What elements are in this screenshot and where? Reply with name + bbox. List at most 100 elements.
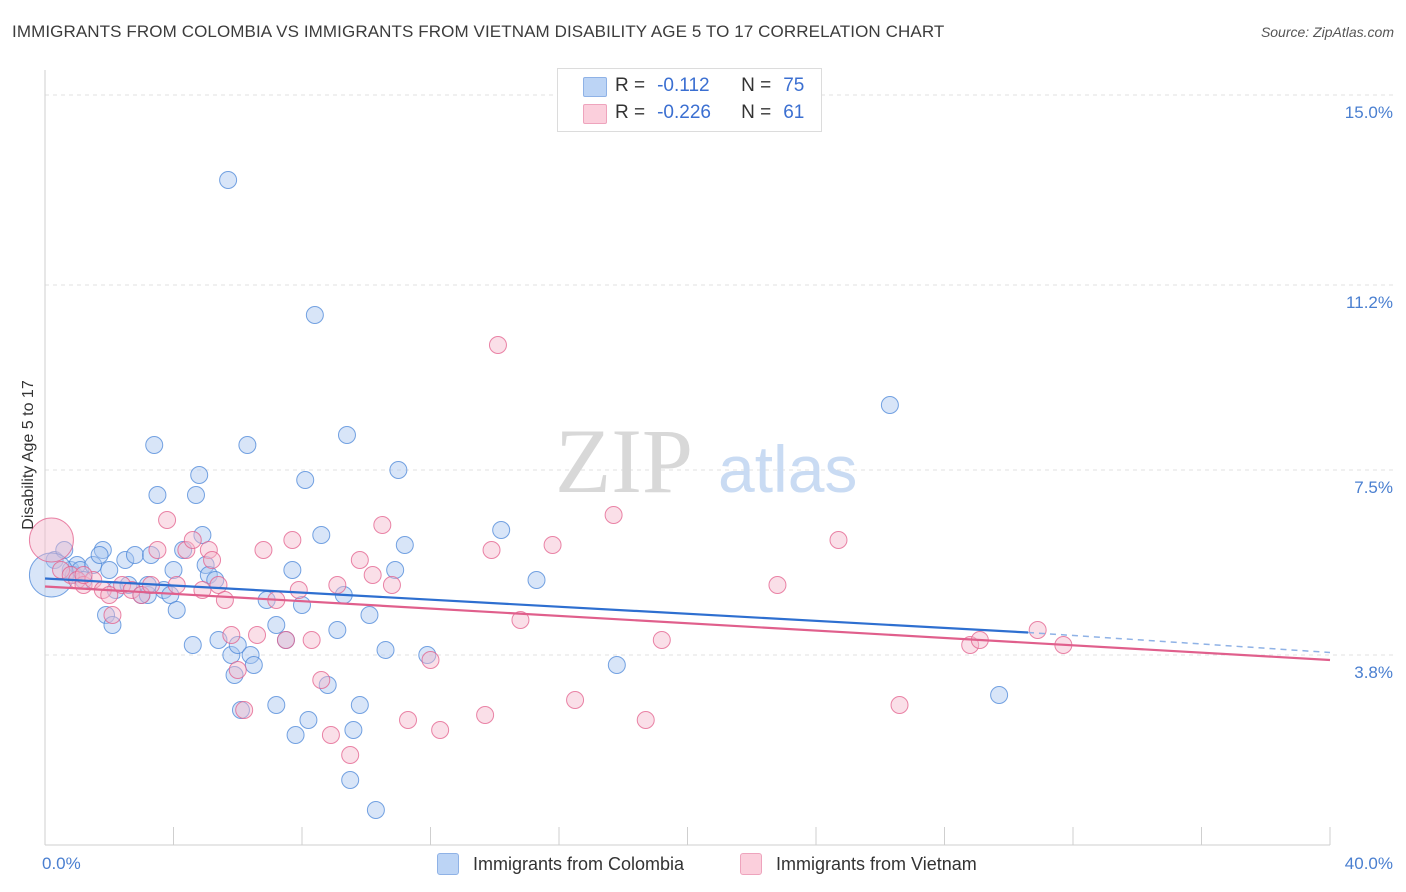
colombia-point — [350, 696, 369, 714]
bottom-legend-label-colombia: Immigrants from Colombia — [473, 853, 685, 874]
y-tick-label: 3.8% — [1354, 663, 1393, 682]
colombia-point — [148, 486, 167, 504]
y-tick-label: 11.2% — [1346, 293, 1393, 312]
vietnam-point — [228, 661, 247, 679]
colombia-point — [90, 546, 109, 564]
vietnam-point — [1028, 621, 1047, 639]
vietnam-point — [158, 511, 177, 529]
vietnam-point — [209, 576, 228, 594]
colombia-point — [193, 526, 212, 544]
colombia-point — [527, 571, 546, 589]
legend-swatch-vietnam — [583, 104, 607, 124]
colombia-point — [296, 471, 315, 489]
vietnam-point — [148, 541, 167, 559]
vietnam-point — [248, 626, 267, 644]
vietnam-point — [283, 531, 302, 549]
y-tick-labels: 3.8% 7.5% 11.2% 15.0% — [1345, 103, 1393, 682]
colombia-point — [241, 646, 260, 664]
colombia-point — [45, 551, 64, 569]
watermark: ZIP atlas — [555, 410, 857, 512]
vietnam-point — [321, 726, 340, 744]
colombia-point — [607, 656, 626, 674]
vietnam-point — [829, 531, 848, 549]
colombia-point — [389, 461, 408, 479]
bottom-legend-colombia: Immigrants from Colombia — [437, 851, 684, 877]
colombia-point — [305, 306, 324, 324]
colombia-point — [138, 586, 157, 604]
colombia-trend-line — [44, 577, 1029, 634]
x-tick-min: 0.0% — [42, 854, 81, 873]
trend-lines — [44, 577, 1331, 662]
bottom-legend-label-vietnam: Immigrants from Vietnam — [776, 853, 977, 874]
colombia-point — [366, 801, 385, 819]
colombia-point — [116, 551, 135, 569]
vietnam-point — [890, 696, 909, 714]
vietnam-point — [488, 336, 507, 354]
vietnam-point — [363, 566, 382, 584]
colombia-trend-extension — [1027, 631, 1331, 654]
vietnam-point — [652, 631, 671, 649]
vietnam-point — [604, 506, 623, 524]
y-axis-label: Disability Age 5 to 17 — [20, 380, 37, 530]
vietnam-point — [421, 651, 440, 669]
colombia-point — [103, 616, 122, 634]
y-tick-label: 7.5% — [1354, 478, 1393, 497]
colombia-point — [267, 616, 286, 634]
vietnam-point — [350, 551, 369, 569]
colombia-point — [244, 656, 263, 674]
series-vietnam-points — [28, 336, 1073, 764]
colombia-point — [100, 561, 119, 579]
colombia-point — [312, 526, 331, 544]
vietnam-point — [431, 721, 450, 739]
vietnam-point — [302, 631, 321, 649]
vietnam-point — [511, 611, 530, 629]
vietnam-point — [289, 581, 308, 599]
vietnam-point — [235, 701, 254, 719]
axes — [44, 70, 1331, 846]
vietnam-point — [476, 706, 495, 724]
colombia-point — [238, 436, 257, 454]
colombia-point — [145, 436, 164, 454]
colombia-point — [386, 561, 405, 579]
vietnam-point — [28, 517, 74, 563]
vietnam-point — [276, 631, 295, 649]
colombia-point — [293, 596, 311, 614]
colombia-point — [990, 686, 1009, 704]
vietnam-point — [215, 591, 234, 609]
vietnam-point — [312, 671, 331, 689]
legend-n-value: 75 — [783, 75, 805, 96]
colombia-point — [328, 621, 347, 639]
vietnam-point — [382, 576, 401, 594]
vietnam-point — [103, 606, 122, 624]
vietnam-point — [183, 531, 202, 549]
colombia-point — [125, 546, 144, 564]
stats-legend: R = -0.112 N = 75 R = -0.226 N = 61 — [557, 68, 822, 132]
bottom-legend-vietnam: Immigrants from Vietnam — [740, 851, 977, 877]
legend-r-value: -0.226 — [657, 102, 711, 123]
legend-r-value: -0.112 — [657, 75, 710, 96]
vietnam-point — [482, 541, 501, 559]
vietnam-trend-line — [44, 585, 1331, 662]
vietnam-point — [636, 711, 655, 729]
colombia-point — [880, 396, 899, 414]
vietnam-point — [74, 566, 93, 584]
colombia-point — [225, 666, 244, 684]
colombia-point — [418, 646, 437, 664]
colombia-point — [337, 426, 356, 444]
colombia-point — [395, 536, 414, 554]
colombia-point — [341, 771, 360, 789]
legend-n-value: 61 — [783, 102, 805, 123]
colombia-point — [28, 552, 74, 598]
gridlines — [45, 94, 1395, 656]
vietnam-point — [566, 691, 585, 709]
vietnam-point — [341, 746, 360, 764]
colombia-point — [167, 601, 186, 619]
vietnam-point — [203, 551, 222, 569]
legend-n-label: N = — [741, 75, 772, 96]
colombia-point — [119, 576, 138, 594]
watermark-atlas: atlas — [718, 432, 857, 506]
vietnam-point — [373, 516, 392, 534]
colombia-point — [492, 521, 511, 539]
colombia-point — [283, 561, 302, 579]
